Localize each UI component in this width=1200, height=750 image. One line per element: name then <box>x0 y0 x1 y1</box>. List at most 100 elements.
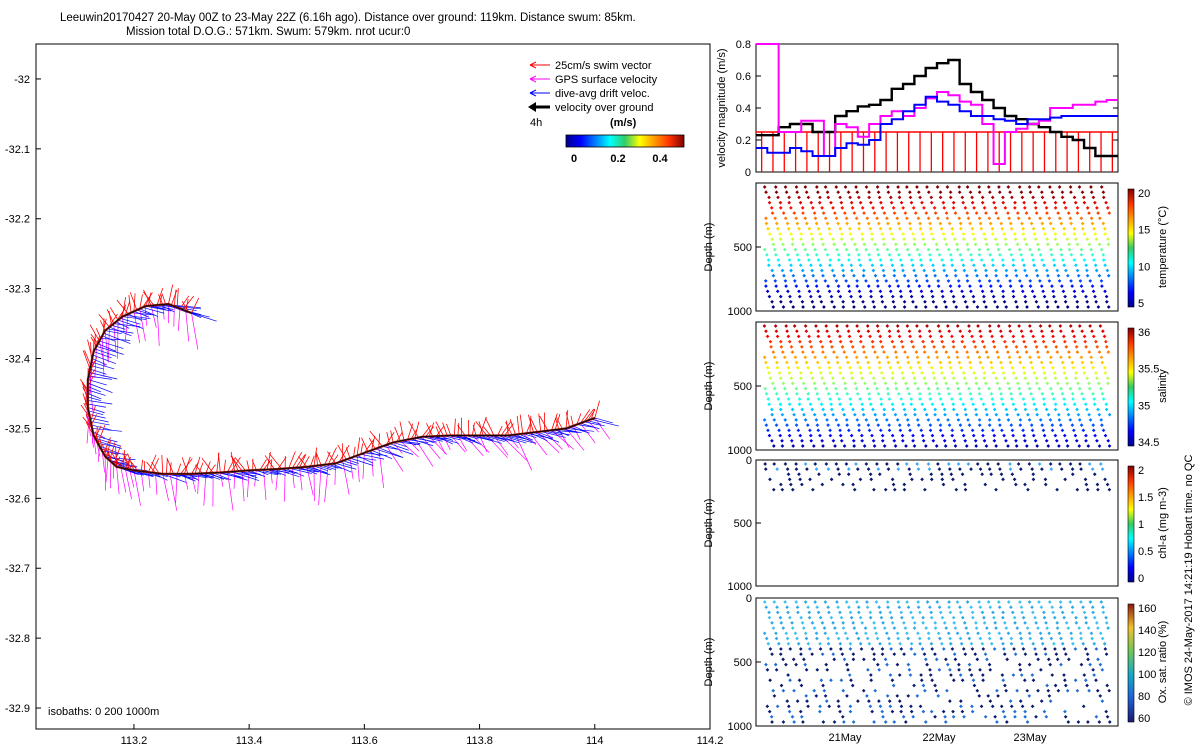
profile-dot <box>1001 615 1005 620</box>
colorbar-tick-label: 1.5 <box>1138 492 1153 504</box>
drift-velocity-vector <box>117 319 144 329</box>
profile-dot <box>973 345 978 349</box>
profile-dot <box>1059 386 1063 391</box>
profile-dot <box>968 190 973 195</box>
track-outline <box>87 303 595 475</box>
profile-dot <box>785 699 790 703</box>
profile-dot <box>1091 423 1096 427</box>
swim-vector <box>91 414 97 426</box>
profile-dot <box>1017 662 1022 667</box>
profile-dot <box>795 252 800 257</box>
profile-dot <box>1071 397 1075 401</box>
profile-dot <box>1047 631 1051 636</box>
profile-dot <box>834 185 839 189</box>
profile-dot <box>1034 345 1039 349</box>
profile-dot <box>971 678 976 683</box>
profile-dot <box>1090 221 1095 226</box>
profile-dot <box>780 350 785 354</box>
profile-dot <box>977 247 982 252</box>
profile-dot <box>1047 216 1052 221</box>
swim-vector <box>139 294 143 309</box>
profile-dot <box>1098 631 1103 636</box>
swim-vector <box>195 464 203 474</box>
drift-velocity-vector <box>174 305 202 310</box>
profile-dot <box>939 226 944 231</box>
profile-dot <box>989 360 994 365</box>
profile-dot <box>960 615 965 620</box>
swim-vector <box>435 426 441 437</box>
profile-dot <box>1004 242 1008 247</box>
profile-dot <box>837 472 842 477</box>
profile-dot <box>866 284 871 288</box>
profile-dot <box>836 258 841 262</box>
profile-dot <box>1048 185 1052 189</box>
profile-dot <box>1018 391 1023 396</box>
profile-dot <box>920 433 925 438</box>
profile-dot <box>889 258 894 262</box>
profile-dot <box>922 268 927 273</box>
profile-dot <box>1002 376 1007 381</box>
profile-dot <box>956 386 961 391</box>
profile-dot <box>834 631 839 636</box>
drift-velocity-vector <box>92 358 107 366</box>
profile-dot <box>1053 237 1058 242</box>
profile-dot <box>938 360 943 365</box>
profile-dot <box>844 247 849 252</box>
profile-dot <box>1041 428 1046 433</box>
profile-dot <box>920 200 924 205</box>
profile-dot <box>897 423 902 427</box>
profile-dot <box>957 190 962 195</box>
profile-dot <box>860 407 865 412</box>
profile-dot <box>846 667 850 672</box>
profile-dot <box>844 279 848 283</box>
profile-dot <box>1002 652 1007 657</box>
profile-dot <box>920 232 925 236</box>
profile-dot <box>849 371 854 375</box>
profile-dot <box>879 402 884 407</box>
map-legend: 25cm/s swim vector GPS surface velocity … <box>528 60 685 165</box>
profile-dot <box>918 365 922 370</box>
swim-vector <box>158 294 164 305</box>
colorbar-label-2: chl-a (mg m-3) <box>1157 487 1169 559</box>
profile-dot <box>926 386 931 391</box>
drift-velocity-vector <box>349 457 374 466</box>
profile-dot <box>848 641 853 646</box>
profile-dot <box>957 284 962 288</box>
profile-dot <box>875 185 880 189</box>
profile-dot <box>808 339 812 344</box>
profile-dot <box>819 237 824 242</box>
profile-dot <box>902 273 907 278</box>
colorbar-tick-2: 0.4 <box>652 153 668 165</box>
profile-dot <box>811 350 815 354</box>
profile-dot <box>940 258 944 262</box>
profile-dot <box>851 652 856 657</box>
profile-dot <box>1042 433 1047 438</box>
profile-dot <box>967 324 971 328</box>
profile-dot <box>970 428 975 433</box>
profile-dot <box>775 610 780 615</box>
profile-dot <box>1021 232 1026 236</box>
profile-dot <box>927 284 931 288</box>
profile-dot <box>934 350 939 354</box>
profile-dot <box>1106 305 1111 309</box>
profile-dot <box>901 206 905 210</box>
profile-dot <box>831 438 836 443</box>
profile-dot <box>987 324 992 328</box>
profile-dot <box>1055 626 1060 630</box>
profile-dot <box>1085 487 1090 492</box>
profile-dot <box>774 423 779 427</box>
profile-dot <box>899 709 903 714</box>
profile-dot <box>947 329 952 334</box>
gps-velocity-vector <box>263 469 267 500</box>
profile-dot <box>1079 600 1083 604</box>
profile-dot <box>1062 371 1067 375</box>
gps-velocity-vector <box>219 472 224 487</box>
profile-dot <box>922 242 927 247</box>
profile-dot <box>1085 206 1090 210</box>
profile-dot <box>1095 438 1099 443</box>
legend-time-label: 4h <box>530 117 542 129</box>
profile-dot <box>1051 334 1055 339</box>
profile-dot <box>963 652 968 657</box>
profile-dot <box>921 237 926 242</box>
profile-dot <box>824 699 829 703</box>
